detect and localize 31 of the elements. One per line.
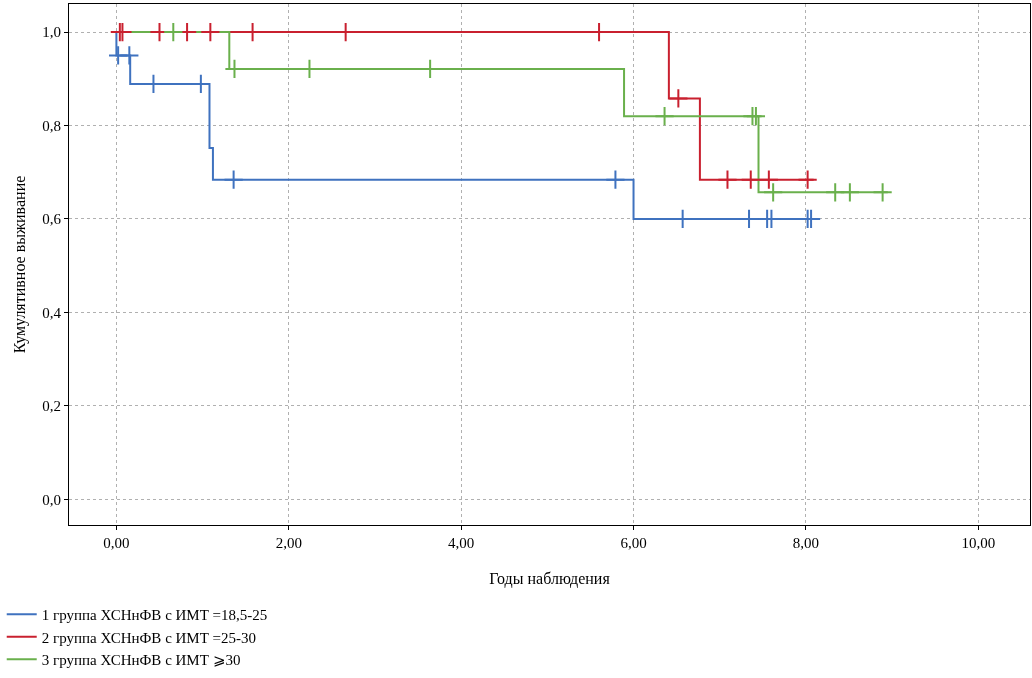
point — [119, 45, 140, 66]
point — [605, 169, 626, 190]
x-tick-label: 10,00 — [961, 535, 996, 551]
y-tick-label: 0,0 — [42, 491, 61, 508]
point — [717, 169, 738, 190]
legend-label: 3 группа ХСНнФВ с ИМТ ⩾30 — [41, 652, 241, 669]
point — [163, 21, 184, 43]
x-tick-label: 4,00 — [448, 535, 475, 551]
point — [200, 21, 221, 43]
y-tick-label: 0,8 — [42, 117, 61, 134]
y-tick-label: 0,4 — [42, 304, 62, 321]
point — [763, 182, 784, 203]
point — [758, 169, 779, 190]
point — [797, 169, 818, 190]
point — [668, 88, 689, 109]
point — [872, 182, 893, 203]
legend-label: 1 группа ХСНнФВ с ИМТ =18,5-25 — [41, 607, 268, 624]
point — [223, 169, 244, 190]
point — [839, 182, 860, 203]
x-axis-title: Годы наблюдения — [489, 569, 611, 588]
point — [654, 106, 675, 127]
point — [740, 169, 761, 190]
y-tick-label: 1,0 — [42, 24, 61, 41]
legend-label: 2 группа ХСНнФВ с ИМТ =25-30 — [41, 629, 257, 646]
y-tick-label: 0,2 — [42, 398, 61, 415]
y-axis-title: Кумулятивное выживание — [11, 175, 30, 354]
x-tick-label: 8,00 — [792, 535, 820, 551]
x-tick-label: 0,00 — [103, 535, 130, 551]
x-tick-label: 2,00 — [275, 535, 302, 551]
x-tick-label: 6,00 — [620, 535, 647, 551]
y-tick-label: 0,6 — [42, 211, 62, 228]
